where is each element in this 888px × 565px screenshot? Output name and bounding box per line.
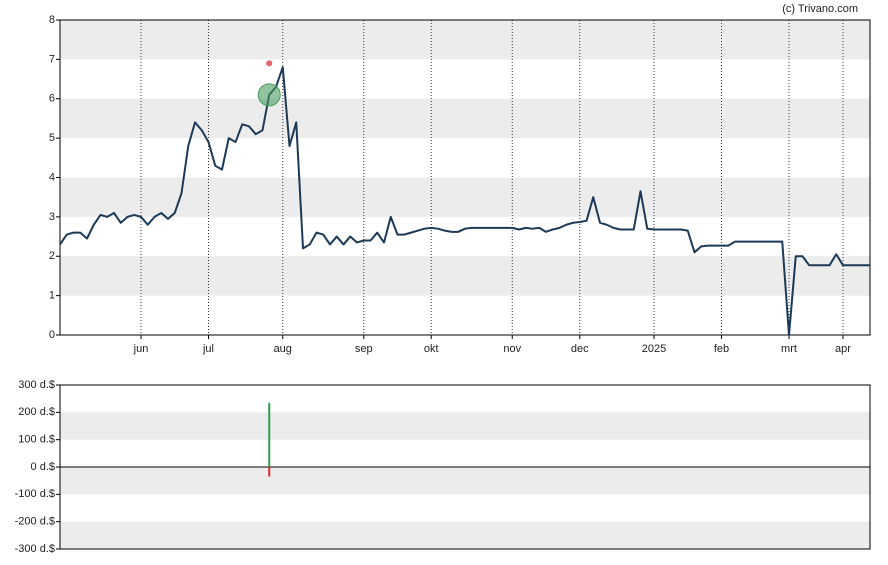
bar bbox=[268, 402, 271, 467]
y-tick-label: -100 d.$ bbox=[15, 488, 55, 500]
y-tick-label: 8 bbox=[49, 14, 55, 26]
x-tick-label: apr bbox=[835, 343, 851, 355]
x-tick-label: nov bbox=[503, 343, 521, 355]
y-tick-label: 300 d.$ bbox=[18, 379, 55, 391]
x-tick-label: mrt bbox=[781, 343, 797, 355]
y-tick-label: 6 bbox=[49, 93, 55, 105]
y-tick-label: 0 bbox=[49, 329, 55, 341]
y-tick-label: 1 bbox=[49, 290, 55, 302]
x-tick-label: jul bbox=[202, 343, 214, 355]
grid-band bbox=[60, 256, 870, 296]
grid-band bbox=[60, 467, 870, 495]
y-tick-label: 100 d.$ bbox=[18, 434, 55, 446]
x-tick-label: okt bbox=[424, 343, 439, 355]
y-tick-label: 7 bbox=[49, 53, 55, 65]
trade-marker bbox=[266, 60, 273, 67]
y-tick-label: 4 bbox=[49, 171, 55, 183]
price-line bbox=[59, 66, 870, 336]
plot-frame bbox=[59, 384, 871, 550]
x-tick-label: 2025 bbox=[642, 343, 666, 355]
grid-band bbox=[60, 20, 870, 60]
y-tick-label: 0 d.$ bbox=[31, 461, 55, 473]
x-tick-label: aug bbox=[274, 343, 292, 355]
grid-band bbox=[60, 521, 870, 549]
x-tick-label: dec bbox=[571, 343, 589, 355]
x-tick-label: sep bbox=[355, 343, 373, 355]
plot-frame bbox=[59, 19, 871, 336]
y-tick-label: 5 bbox=[49, 132, 55, 144]
y-tick-label: -300 d.$ bbox=[15, 543, 55, 555]
credit: (c) Trivano.com bbox=[782, 3, 858, 15]
y-tick-label: 2 bbox=[49, 250, 55, 262]
trade-marker bbox=[257, 83, 281, 107]
grid-band bbox=[60, 177, 870, 217]
x-tick-label: feb bbox=[714, 343, 729, 355]
y-tick-label: 200 d.$ bbox=[18, 406, 55, 418]
y-tick-label: -200 d.$ bbox=[15, 516, 55, 528]
grid-band bbox=[60, 98, 870, 139]
x-tick-label: jun bbox=[133, 343, 149, 355]
grid-band bbox=[60, 412, 870, 440]
bar bbox=[268, 467, 271, 477]
y-tick-label: 3 bbox=[49, 211, 55, 223]
